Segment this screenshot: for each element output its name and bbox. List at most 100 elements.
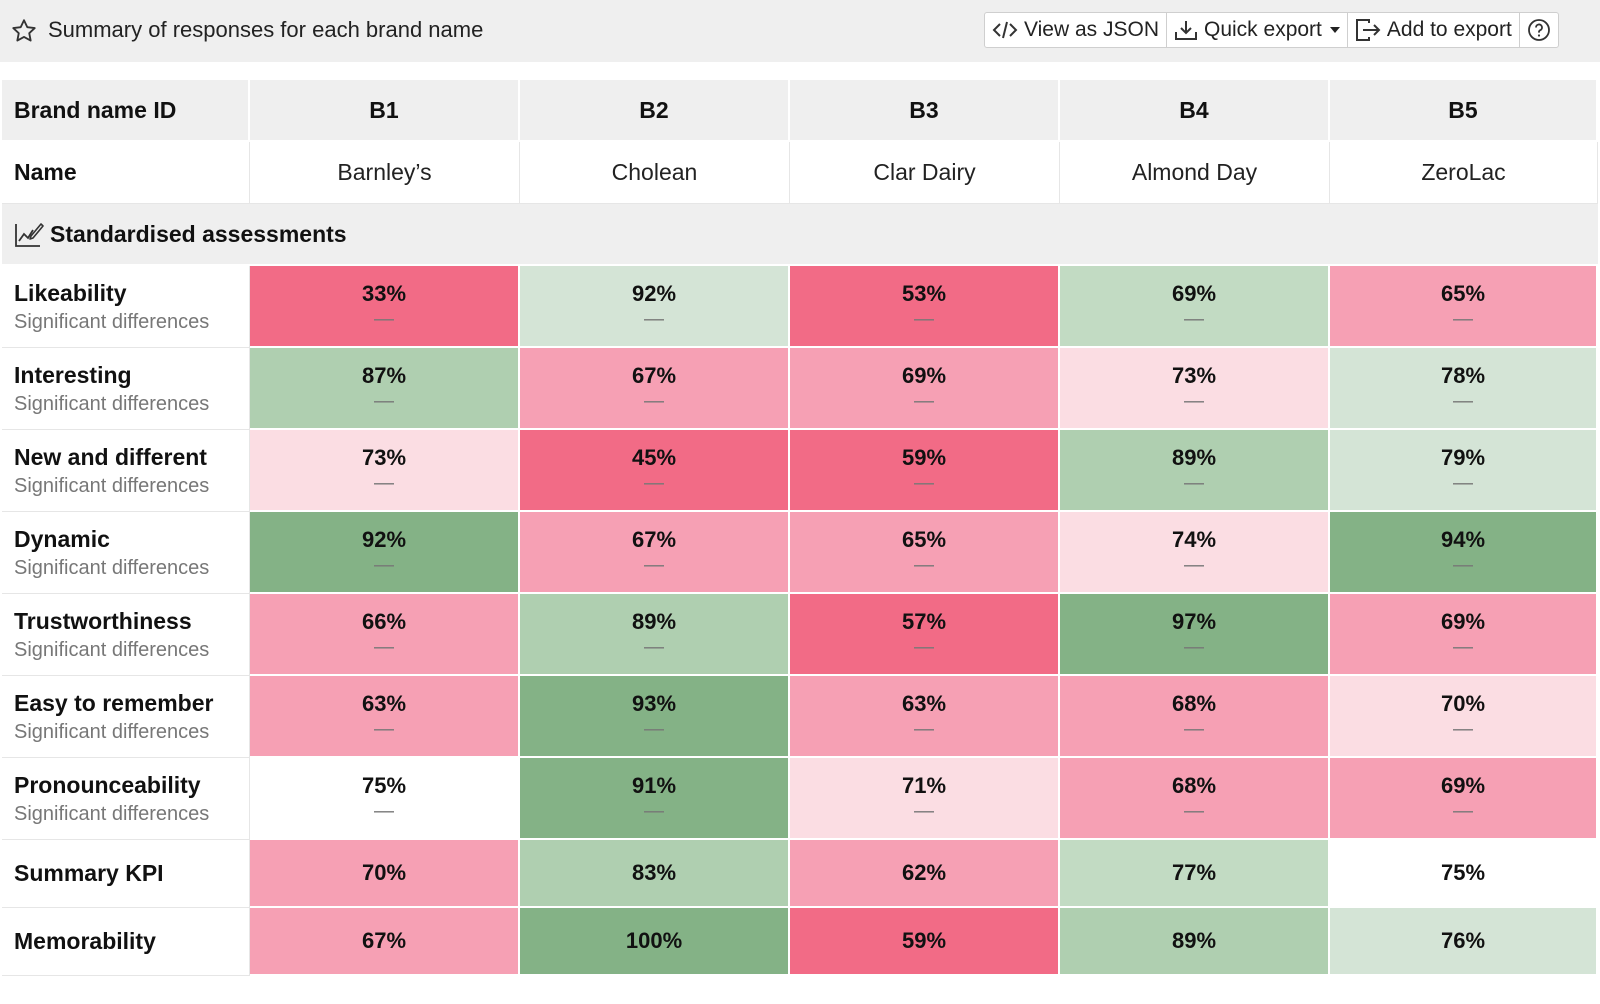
score-cell[interactable]: 92% — xyxy=(520,266,790,348)
score-cell[interactable]: 59% — xyxy=(790,430,1060,512)
significance-dash: — xyxy=(1453,308,1473,330)
score-value: 74% xyxy=(1171,527,1217,552)
kpi-value: 62% xyxy=(901,860,947,885)
view-json-button[interactable]: View as JSON xyxy=(985,13,1167,47)
score-value: 67% xyxy=(631,527,677,552)
score-cell[interactable]: 89% — xyxy=(520,594,790,676)
score-value: 45% xyxy=(631,445,677,470)
score-cell[interactable]: 57% — xyxy=(790,594,1060,676)
score-cell[interactable]: 74% — xyxy=(1060,512,1330,594)
score-cell[interactable]: 94% — xyxy=(1330,512,1598,594)
kpi-cell[interactable]: 76% xyxy=(1330,908,1598,976)
kpi-cell[interactable]: 75% xyxy=(1330,840,1598,908)
score-cell[interactable]: 67% — xyxy=(520,512,790,594)
score-cell[interactable]: 66% — xyxy=(250,594,520,676)
score-cell[interactable]: 78% — xyxy=(1330,348,1598,430)
kpi-cell[interactable]: 59% xyxy=(790,908,1060,976)
score-cell[interactable]: 70% — xyxy=(1330,676,1598,758)
kpi-cell[interactable]: 70% xyxy=(250,840,520,908)
score-cell[interactable]: 53% — xyxy=(790,266,1060,348)
kpi-cell[interactable]: 67% xyxy=(250,908,520,976)
kpi-cell[interactable]: 62% xyxy=(790,840,1060,908)
score-value: 63% xyxy=(361,691,407,716)
assessment-chart-icon xyxy=(15,223,44,247)
star-icon[interactable] xyxy=(10,17,38,45)
page-title: Summary of responses for each brand name xyxy=(48,17,484,42)
significance-dash: — xyxy=(1184,472,1204,494)
row-label: Interesting Significant differences xyxy=(2,348,250,430)
score-value: 87% xyxy=(361,363,407,388)
significance-dash: — xyxy=(1453,636,1473,658)
score-value: 66% xyxy=(361,609,407,634)
brand-summary-table: Brand name ID B1 B2 B3 B4 B5 Name Barnle… xyxy=(2,80,1598,976)
score-cell[interactable]: 33% — xyxy=(250,266,520,348)
score-cell[interactable]: 89% — xyxy=(1060,430,1330,512)
score-cell[interactable]: 69% — xyxy=(790,348,1060,430)
score-cell[interactable]: 65% — xyxy=(790,512,1060,594)
significance-dash: — xyxy=(1184,390,1204,412)
score-cell[interactable]: 68% — xyxy=(1060,676,1330,758)
brand-id-header: B3 xyxy=(790,80,1060,142)
kpi-cell[interactable]: 83% xyxy=(520,840,790,908)
significance-dash: — xyxy=(644,718,664,740)
score-value: 70% xyxy=(1440,691,1486,716)
help-icon xyxy=(1527,19,1550,41)
significance-label: Significant differences xyxy=(14,310,210,333)
score-cell[interactable]: 91% — xyxy=(520,758,790,840)
score-cell[interactable]: 65% — xyxy=(1330,266,1598,348)
score-cell[interactable]: 67% — xyxy=(520,348,790,430)
score-value: 89% xyxy=(1171,445,1217,470)
score-cell[interactable]: 69% — xyxy=(1060,266,1330,348)
kpi-value: 77% xyxy=(1171,860,1217,885)
score-cell[interactable]: 87% — xyxy=(250,348,520,430)
kpi-value: 76% xyxy=(1440,928,1486,953)
significance-dash: — xyxy=(374,308,394,330)
score-cell[interactable]: 92% — xyxy=(250,512,520,594)
kpi-value: 75% xyxy=(1440,860,1486,885)
brand-id-header: B5 xyxy=(1330,80,1598,142)
score-cell[interactable]: 73% — xyxy=(250,430,520,512)
score-cell[interactable]: 93% — xyxy=(520,676,790,758)
download-icon xyxy=(1175,21,1197,40)
score-cell[interactable]: 75% — xyxy=(250,758,520,840)
score-value: 63% xyxy=(901,691,947,716)
score-value: 33% xyxy=(361,281,407,306)
row-label: Memorability xyxy=(2,908,250,976)
significance-dash: — xyxy=(1184,636,1204,658)
score-cell[interactable]: 68% — xyxy=(1060,758,1330,840)
score-cell[interactable]: 71% — xyxy=(790,758,1060,840)
significance-dash: — xyxy=(1184,718,1204,740)
significance-dash: — xyxy=(1453,472,1473,494)
score-cell[interactable]: 63% — xyxy=(790,676,1060,758)
score-cell[interactable]: 45% — xyxy=(520,430,790,512)
score-value: 73% xyxy=(1171,363,1217,388)
score-value: 92% xyxy=(361,527,407,552)
score-cell[interactable]: 97% — xyxy=(1060,594,1330,676)
chevron-down-icon xyxy=(1329,27,1340,33)
score-cell[interactable]: 69% — xyxy=(1330,594,1598,676)
significance-dash: — xyxy=(374,472,394,494)
significance-dash: — xyxy=(374,636,394,658)
significance-dash: — xyxy=(914,636,934,658)
kpi-cell[interactable]: 89% xyxy=(1060,908,1330,976)
section-title: Standardised assessments xyxy=(50,220,347,247)
score-value: 69% xyxy=(1171,281,1217,306)
add-to-export-button[interactable]: Add to export xyxy=(1348,13,1520,47)
help-button[interactable] xyxy=(1520,13,1558,47)
score-value: 94% xyxy=(1440,527,1486,552)
significance-dash: — xyxy=(914,800,934,822)
score-cell[interactable]: 63% — xyxy=(250,676,520,758)
significance-label: Significant differences xyxy=(14,638,210,661)
score-cell[interactable]: 73% — xyxy=(1060,348,1330,430)
id-header: Brand name ID xyxy=(2,80,250,142)
code-icon xyxy=(992,21,1018,39)
quick-export-button[interactable]: Quick export xyxy=(1167,13,1348,47)
score-value: 69% xyxy=(1440,773,1486,798)
score-cell[interactable]: 79% — xyxy=(1330,430,1598,512)
metric-name: Pronounceability xyxy=(14,771,201,798)
score-cell[interactable]: 69% — xyxy=(1330,758,1598,840)
kpi-cell[interactable]: 77% xyxy=(1060,840,1330,908)
kpi-cell[interactable]: 100% xyxy=(520,908,790,976)
significance-dash: — xyxy=(644,390,664,412)
kpi-value: 89% xyxy=(1171,928,1217,953)
